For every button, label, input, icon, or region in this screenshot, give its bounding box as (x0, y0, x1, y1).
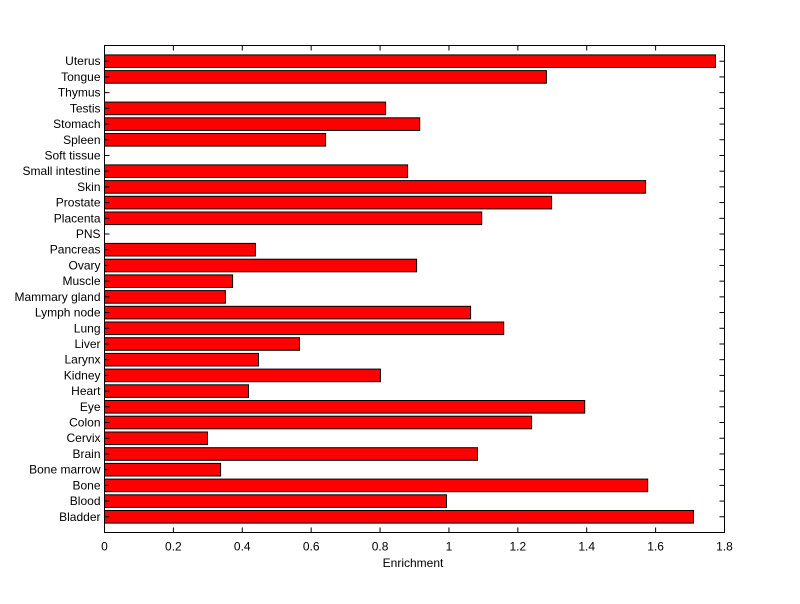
x-tick-label: 0.2 (165, 540, 182, 554)
y-tick-label: Larynx (64, 353, 100, 367)
x-axis-label: Enrichment (383, 556, 444, 570)
y-tick-label: Lymph node (35, 306, 101, 320)
y-tick-label: Bone marrow (29, 463, 101, 477)
bar-bladder (104, 510, 694, 524)
y-tick-label: Spleen (63, 133, 100, 147)
bar-testis (104, 101, 387, 116)
y-tick-label: PNS (76, 227, 101, 241)
bar-mammary-gland (104, 290, 226, 304)
bar-liver (104, 337, 300, 351)
y-tick-label: Liver (74, 337, 100, 351)
y-tick-label: Uterus (65, 54, 100, 68)
x-tick-label: 1 (446, 540, 453, 554)
bar-prostate (104, 195, 553, 210)
y-tick-label: Prostate (56, 196, 101, 210)
x-tick-label: 1.2 (509, 540, 526, 554)
y-tick-label: Lung (74, 321, 101, 335)
bar-colon (104, 415, 533, 430)
bar-larynx (104, 352, 259, 367)
bar-tongue (104, 70, 547, 84)
x-tick-label: 1.6 (647, 540, 664, 554)
plot-frame (104, 45, 725, 533)
bar-uterus (104, 54, 716, 69)
bar-heart (104, 384, 249, 398)
x-tick-label: 0 (101, 540, 108, 554)
y-tick-label: Soft tissue (44, 148, 100, 162)
bar-lung (104, 321, 505, 336)
y-tick-label: Blood (70, 494, 101, 508)
y-tick-label: Muscle (62, 274, 100, 288)
bar-lymph-node (104, 305, 472, 320)
y-tick-label: Placenta (54, 211, 101, 225)
bar-cervix (104, 431, 208, 446)
bar-small-intestine (104, 164, 409, 178)
x-tick-label: 0.4 (234, 540, 251, 554)
x-tick-label: 0.8 (372, 540, 389, 554)
y-tick-label: Cervix (66, 431, 100, 445)
y-tick-label: Bone (72, 478, 100, 492)
y-tick-label: Thymus (58, 86, 101, 100)
bar-bone-marrow (104, 462, 222, 477)
y-tick-label: Mammary gland (14, 290, 100, 304)
bars (104, 54, 716, 524)
bar-bone (104, 478, 649, 493)
bar-pancreas (104, 242, 256, 257)
bar-brain (104, 447, 478, 461)
bar-skin (104, 180, 647, 194)
bar-kidney (104, 368, 381, 383)
y-tick-label: Tongue (61, 70, 101, 84)
y-tick-label: Kidney (64, 368, 101, 382)
bar-ovary (104, 258, 418, 273)
y-tick-label: Heart (71, 384, 101, 398)
y-tick-label: Skin (77, 180, 100, 194)
bar-spleen (104, 133, 327, 147)
y-tick-label: Eye (80, 400, 101, 414)
y-tick-label: Brain (72, 447, 100, 461)
y-tick-label: Ovary (68, 258, 100, 272)
x-tick-label: 0.6 (303, 540, 320, 554)
x-tick-label: 1.8 (716, 540, 733, 554)
y-tick-label: Stomach (53, 117, 100, 131)
y-tick-label: Pancreas (50, 243, 101, 257)
bar-stomach (104, 117, 421, 131)
y-tick-label: Small intestine (22, 164, 100, 178)
y-tick-label: Colon (69, 416, 100, 430)
y-tick-label: Testis (70, 101, 101, 115)
bar-placenta (104, 211, 483, 226)
y-tick-label: Bladder (59, 510, 100, 524)
bar-muscle (104, 274, 234, 288)
bar-eye (104, 400, 586, 414)
bar-blood (104, 494, 447, 508)
x-tick-label: 1.4 (578, 540, 595, 554)
